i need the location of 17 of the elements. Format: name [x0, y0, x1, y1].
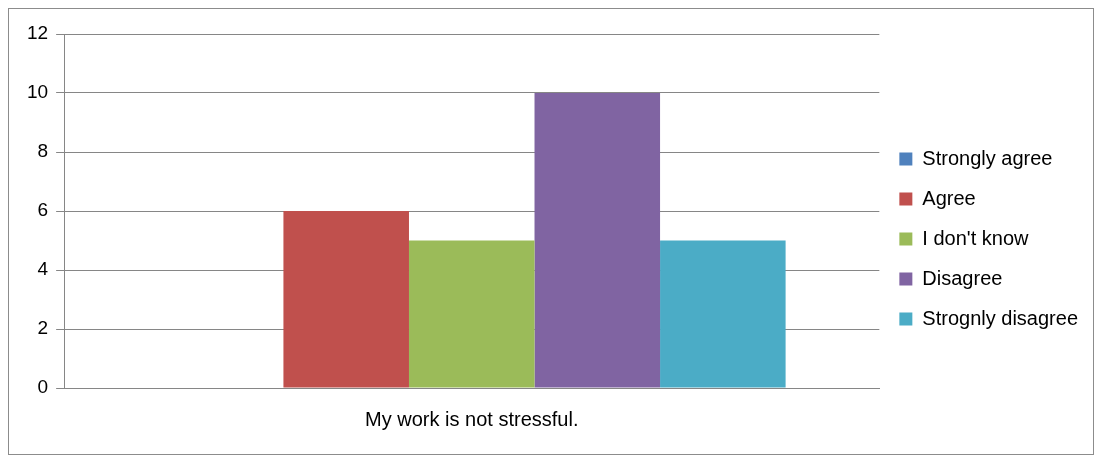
- y-tick-label: 12: [26, 22, 49, 44]
- bar: [534, 93, 661, 388]
- y-tick-label: 4: [37, 258, 49, 280]
- bar: [408, 240, 535, 388]
- legend-label: Agree: [922, 186, 976, 209]
- y-tick-label: 8: [37, 140, 49, 162]
- x-tick-label: My work is not stressful.: [365, 407, 579, 430]
- y-tick-label: 10: [26, 81, 49, 103]
- y-tick-label: 0: [37, 376, 49, 398]
- legend-label: Strongly agree: [922, 146, 1053, 169]
- bar: [660, 240, 786, 388]
- y-tick-label: 6: [37, 199, 49, 221]
- legend-label: Disagree: [922, 266, 1003, 289]
- legend-label: I don't know: [922, 226, 1030, 249]
- legend-label: Strognly disagree: [922, 306, 1079, 329]
- bar: [283, 211, 409, 388]
- y-tick-label: 2: [37, 317, 49, 339]
